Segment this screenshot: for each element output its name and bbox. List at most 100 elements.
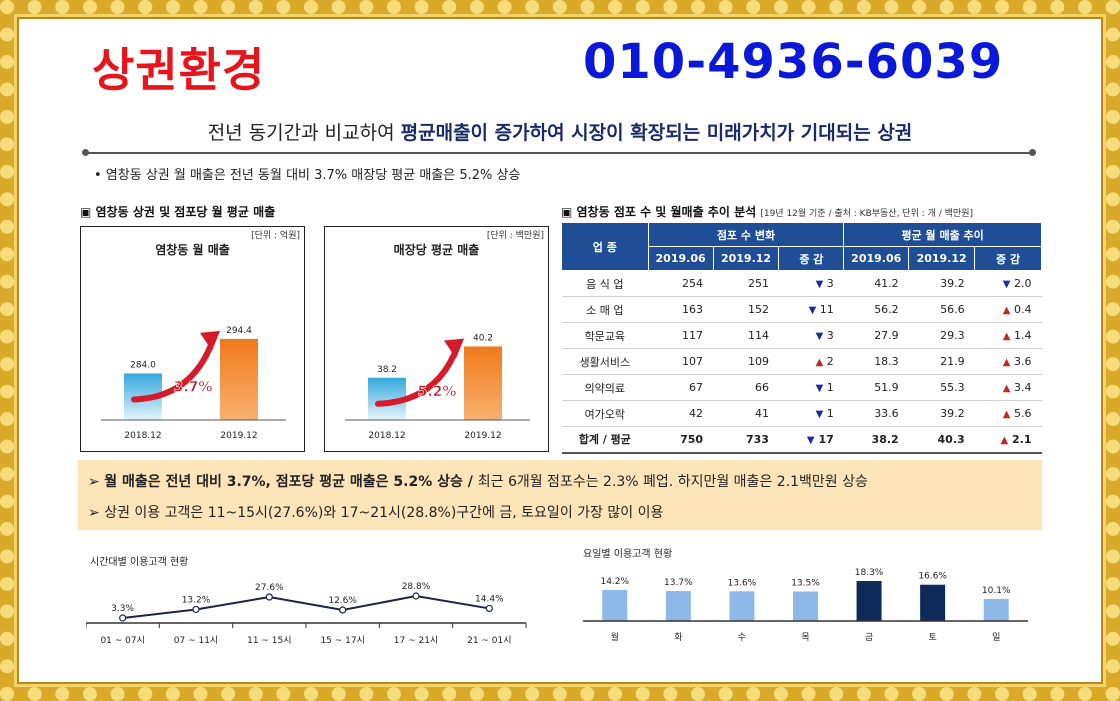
bar-월 — [602, 589, 628, 621]
summary-banner: ➢ 월 매출은 전년 대비 3.7%, 점포당 평균 매출은 5.2% 상승 /… — [78, 460, 1042, 530]
col-header-change: 증 감 — [778, 246, 845, 271]
stores-change-cell: ▲ 2 — [778, 348, 844, 375]
category-cell: 의약의료 — [561, 374, 649, 401]
table-row: 여가오락 42 41 ▼ 1 33.6 39.2 ▲ 5.6 — [561, 400, 1042, 427]
sales-2019-06-cell: 38.2 — [843, 426, 909, 454]
phone-number[interactable]: 010-4936-6039 — [583, 34, 1004, 90]
down-arrow-icon: ▼ — [815, 409, 824, 420]
value-label: 38.2 — [377, 365, 397, 375]
change-value: 1 — [826, 407, 834, 420]
category-label: 화 — [674, 632, 682, 643]
category-label: 목 — [801, 632, 809, 643]
sales-2019-06-cell: 18.3 — [843, 348, 909, 375]
left-section-title: ▣ 염창동 상권 및 점포당 월 평균 매출 — [80, 205, 276, 219]
category-label: 금 — [865, 632, 873, 643]
summary-note: • 염창동 상권 월 매출은 전년 동월 대비 3.7% 매장당 평균 매출은 … — [94, 168, 521, 183]
stores-2019-12-cell: 66 — [713, 374, 779, 401]
change-value: 3 — [826, 329, 834, 342]
stores-2019-12-cell: 733 — [713, 426, 779, 454]
table-row: 생활서비스 107 109 ▲ 2 18.3 21.9 ▲ 3.6 — [561, 348, 1042, 375]
right-section-title-text: ▣ 염창동 점포 수 및 월매출 추이 분석 — [561, 205, 757, 219]
data-point — [192, 605, 200, 614]
bar-수 — [729, 591, 755, 621]
stores-2019-06-cell: 42 — [648, 400, 714, 427]
change-value: 2 — [826, 355, 834, 368]
value-label: 10.1% — [982, 586, 1011, 596]
stores-2019-06-cell: 107 — [648, 348, 714, 375]
unit-label: [단위 : 백만원] — [486, 231, 544, 241]
value-label: 13.5% — [791, 578, 820, 588]
stores-2019-12-cell: 114 — [713, 322, 779, 349]
stores-2019-12-cell: 41 — [713, 400, 779, 427]
up-arrow-icon: ▲ — [1002, 305, 1011, 316]
chart-box-avg-sales: [단위 : 백만원] 매장당 평균 매출 38.2 2018.12 40.2 2019… — [324, 226, 549, 452]
col-header-2019-06: 2019.06 — [843, 246, 910, 271]
unit-label: [단위 : 억원] — [251, 231, 300, 241]
change-value: 2.0 — [1014, 277, 1032, 290]
subtitle: 전년 동기간과 비교하여 평균매출이 증가하여 시장이 확장되는 미래가치가 기… — [0, 118, 1120, 145]
category-label: 월 — [611, 631, 619, 643]
sales-change-cell: ▲ 1.4 — [974, 322, 1042, 349]
table-row: 소 매 업 163 152 ▼ 11 56.2 56.6 ▲ 0.4 — [561, 296, 1042, 323]
category-cell: 학문교육 — [561, 322, 649, 349]
category-label: 2018.12 — [368, 431, 405, 441]
value-label: 294.4 — [226, 326, 252, 336]
store-sales-table: 업 종 점포 수 변화 평균 월 매출 추이 2019.06 2019.12 증… — [561, 222, 1042, 454]
col-header-category: 업 종 — [561, 222, 649, 271]
weekday-chart-title: 요일별 이용고객 현황 — [583, 549, 673, 560]
growth-arrow — [375, 341, 461, 407]
change-value: 17 — [818, 432, 834, 446]
category-cell: 여가오락 — [561, 400, 649, 427]
sales-2019-06-cell: 51.9 — [843, 374, 909, 401]
col-header-2019-12: 2019.12 — [712, 246, 780, 271]
category-label: 01 ~ 07시 — [100, 635, 144, 646]
arrow-head-icon — [200, 330, 220, 351]
down-arrow-icon: ▼ — [1002, 279, 1011, 290]
growth-annotation: 5.2% — [418, 384, 457, 400]
avg-sales-chart: 38.2 2018.12 40.2 2019.12 5.2% — [345, 333, 530, 441]
change-value: 11 — [819, 303, 834, 316]
bar-토 — [920, 584, 946, 621]
down-arrow-icon: ▼ — [815, 279, 824, 290]
stores-change-cell: ▼ 1 — [778, 400, 844, 427]
table-row: 합계 / 평균 750 733 ▼ 17 38.2 40.3 ▲ 2.1 — [561, 426, 1042, 454]
value-label: 14.4% — [475, 594, 504, 604]
category-label: 2018.12 — [124, 431, 161, 441]
sales-2019-12-cell: 21.9 — [908, 348, 975, 375]
category-label: 21 ~ 01시 — [467, 635, 511, 646]
sales-change-cell: ▲ 3.6 — [974, 348, 1042, 375]
weekday-customer-chart: 14.2% 월 13.7% 화 13.6% 수 13.5% 목 18.3% 금 16.6% 토 10.1… — [583, 568, 1028, 643]
data-point — [412, 592, 420, 600]
stores-change-cell: ▼ 17 — [778, 426, 844, 454]
stores-change-cell: ▼ 3 — [778, 322, 844, 349]
growth-annotation: 3.7% — [174, 379, 213, 395]
change-value: 0.4 — [1014, 303, 1032, 316]
subtitle-pre: 전년 동기간과 비교하여 — [207, 122, 401, 144]
up-arrow-icon: ▲ — [1002, 357, 1011, 368]
up-arrow-icon: ▲ — [1002, 383, 1011, 394]
sales-change-cell: ▲ 5.6 — [974, 400, 1042, 427]
change-value: 3.6 — [1014, 355, 1032, 368]
up-arrow-icon: ▲ — [1000, 434, 1009, 446]
change-value: 2.1 — [1012, 432, 1032, 446]
source-note: [19년 12월 기준 / 출처 : KB부동산, 단위 : 개 / 백만원] — [760, 209, 974, 219]
value-label: 13.2% — [182, 595, 211, 605]
change-value: 1.4 — [1014, 329, 1032, 342]
stores-2019-12-cell: 109 — [713, 348, 779, 375]
value-label: 3.3% — [111, 604, 134, 614]
banner-line-1: ➢ 월 매출은 전년 대비 3.7%, 점포당 평균 매출은 5.2% 상승 /… — [88, 474, 868, 490]
chart-title: 매장당 평균 매출 — [393, 243, 480, 257]
sales-change-cell: ▲ 3.4 — [974, 374, 1042, 401]
sales-change-cell: ▲ 2.1 — [974, 426, 1042, 454]
col-header-2019-12: 2019.12 — [908, 246, 976, 271]
banner-line-2: ➢ 상권 이용 고객은 11~15시(27.6%)와 17~21시(28.8%)… — [88, 505, 664, 521]
category-cell: 합계 / 평균 — [561, 426, 649, 454]
series-line — [122, 594, 490, 619]
stores-2019-06-cell: 67 — [648, 374, 714, 401]
sales-2019-12-cell: 39.2 — [908, 270, 975, 297]
category-label: 2019.12 — [464, 431, 501, 441]
banner-line-1-bold: 월 매출은 전년 대비 3.7%, 점포당 평균 매출은 5.2% 상승 / — [104, 474, 478, 490]
stores-2019-06-cell: 254 — [648, 270, 714, 297]
change-value: 3.4 — [1014, 381, 1032, 394]
stores-change-cell: ▼ 11 — [778, 296, 844, 323]
